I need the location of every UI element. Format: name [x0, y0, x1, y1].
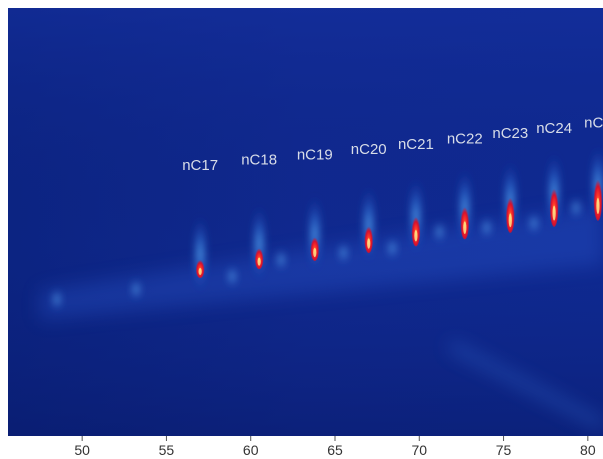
minor-spot: [387, 237, 398, 260]
minor-spot: [338, 241, 349, 264]
minor-spots-layer: [51, 196, 582, 311]
minor-spot: [276, 248, 287, 271]
peak-label: nC24: [536, 120, 572, 137]
peak-label: nC19: [297, 146, 333, 163]
peak-center: [414, 230, 418, 242]
peak-center: [313, 247, 317, 258]
peak-nc18: [252, 205, 267, 282]
baseline-streak: [447, 340, 603, 430]
x-tick-label: 50: [74, 442, 90, 458]
x-tick-label: 60: [243, 442, 259, 458]
x-axis-strip: [0, 436, 603, 459]
peak-labels-layer: nC17 nC18 nC19 nC20 nC21 nC22 nC23 nC24 nC2: [182, 115, 603, 174]
peak-center: [367, 238, 371, 249]
peak-nc2: [590, 146, 603, 222]
peak-nc19: [307, 195, 322, 272]
peak-core: [593, 175, 603, 221]
peak-label: nC17: [182, 157, 218, 174]
peak-nc17: [193, 216, 208, 292]
peak-core: [364, 223, 374, 254]
peak-label: nC23: [492, 125, 528, 142]
minor-spot: [51, 288, 62, 311]
x-tick-label: 80: [580, 442, 596, 458]
peak-glow: [193, 216, 208, 292]
peak-nc24: [547, 153, 562, 230]
peak-center: [198, 268, 202, 275]
peaks-layer: [193, 146, 603, 292]
peak-center: [463, 221, 467, 235]
peak-center: [552, 205, 556, 221]
minor-spot: [227, 265, 238, 288]
x-tick-label: 70: [411, 442, 427, 458]
peak-nc22: [457, 169, 472, 246]
peak-label: nC20: [351, 141, 387, 158]
x-axis-ticks: 50 55 60 65 70 75 80: [74, 436, 596, 458]
minor-spot: [481, 216, 492, 239]
peak-core: [460, 203, 470, 240]
peak-label: nC22: [447, 131, 483, 148]
peak-center: [508, 213, 512, 228]
minor-spot: [571, 196, 582, 219]
minor-spot: [131, 278, 142, 301]
x-tick-label: 75: [496, 442, 512, 458]
minor-spot: [434, 220, 445, 243]
minor-spot: [528, 212, 539, 235]
peak-nc21: [408, 178, 423, 255]
peak-label: nC18: [241, 152, 277, 169]
peak-center: [257, 257, 261, 266]
peak-core: [505, 193, 515, 234]
x-tick-label: 55: [159, 442, 175, 458]
peak-glow: [252, 205, 267, 282]
x-tick-label: 65: [327, 442, 343, 458]
peak-nc20: [361, 186, 376, 263]
peak-label: nC2: [584, 115, 603, 132]
peak-nc23: [503, 161, 518, 238]
peak-label: nC21: [398, 136, 434, 153]
peak-center: [596, 197, 600, 214]
